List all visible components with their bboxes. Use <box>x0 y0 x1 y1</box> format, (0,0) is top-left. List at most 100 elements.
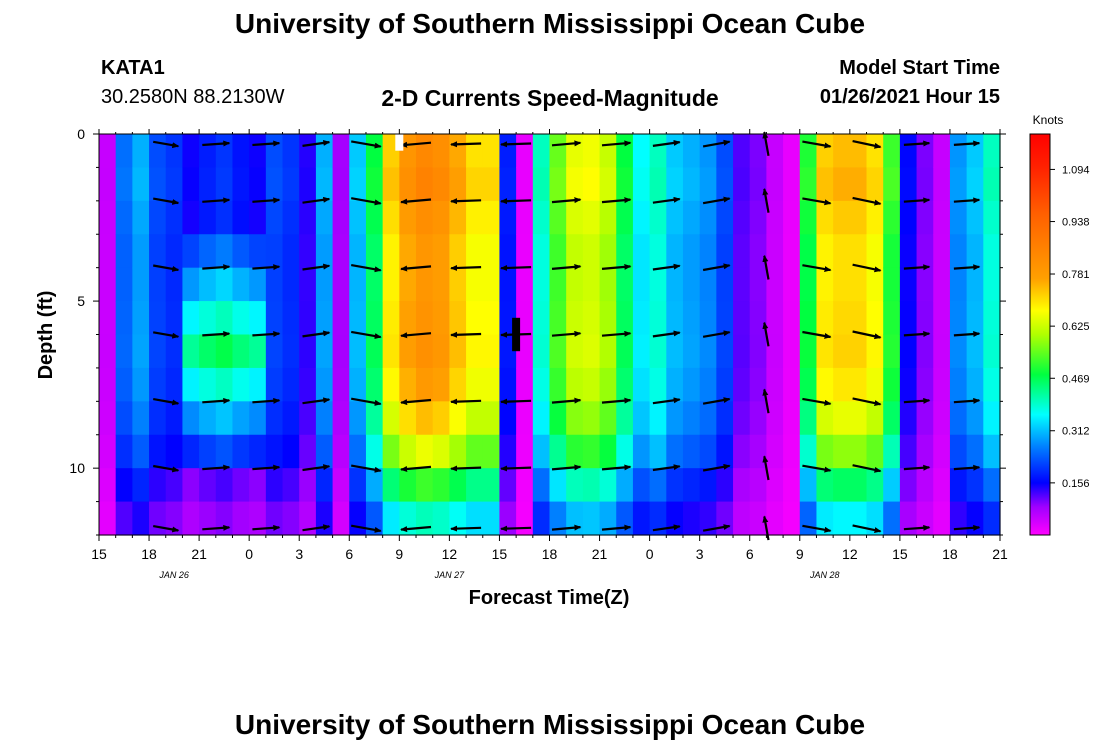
heatmap-cell <box>899 501 918 536</box>
heatmap-cell <box>432 334 450 369</box>
heatmap-cell <box>933 401 951 436</box>
heatmap-cell <box>182 334 200 369</box>
heatmap-cell <box>766 501 784 536</box>
heatmap-cell <box>916 134 934 169</box>
heatmap-cell <box>649 167 667 202</box>
heatmap-cell <box>883 401 901 436</box>
heatmap-cell <box>199 134 217 169</box>
heatmap-cell <box>599 167 617 202</box>
heatmap-cell <box>883 434 901 469</box>
heatmap-cell <box>165 367 184 402</box>
current-arrow <box>400 525 432 533</box>
heatmap-cell <box>599 267 617 302</box>
heatmap-cell <box>599 301 617 336</box>
heatmap-cell <box>165 434 184 469</box>
heatmap-cell <box>249 334 267 369</box>
heatmap-cell <box>99 468 117 503</box>
heatmap-cell <box>549 434 567 469</box>
heatmap-cell <box>215 234 234 269</box>
heatmap-cell <box>365 301 384 336</box>
heatmap-cell <box>365 468 384 503</box>
current-arrow <box>762 188 770 213</box>
heatmap-cell <box>866 134 884 169</box>
heatmap-cell <box>733 468 751 503</box>
heatmap-cell <box>466 200 484 235</box>
heatmap-cell <box>132 267 150 302</box>
current-arrow <box>551 197 582 204</box>
heatmap-cell <box>115 200 133 235</box>
heatmap-cell <box>182 134 200 169</box>
heatmap-cell <box>282 434 300 469</box>
current-arrow <box>953 264 981 271</box>
heatmap-cell <box>365 234 384 269</box>
heatmap-cell <box>132 234 150 269</box>
heatmap-cell <box>582 267 601 302</box>
heatmap-cell <box>499 434 517 469</box>
current-arrow <box>702 524 731 532</box>
colorbar-unit-label: Knots <box>1033 113 1064 127</box>
heatmap-cell <box>165 167 184 202</box>
heatmap-cell <box>899 434 918 469</box>
heatmap-cell <box>616 334 634 369</box>
heatmap-cell <box>99 401 117 436</box>
heatmap-cell <box>682 367 701 402</box>
heatmap-cell <box>582 401 601 436</box>
heatmap-cell <box>132 501 150 536</box>
heatmap-cell <box>282 200 300 235</box>
heatmap-cell <box>349 234 367 269</box>
heatmap-cell <box>666 367 684 402</box>
heatmap-cell <box>866 267 884 302</box>
heatmap-cell <box>916 167 934 202</box>
current-arrow <box>302 464 331 472</box>
heatmap-cell <box>399 434 417 469</box>
heatmap-cell <box>916 501 934 536</box>
heatmap-cell <box>916 200 934 235</box>
heatmap-cell <box>499 367 517 402</box>
heatmap-cell <box>466 167 484 202</box>
heatmap-cell <box>799 267 818 302</box>
heatmap-cell <box>666 301 684 336</box>
heatmap-cell <box>432 267 450 302</box>
heatmap-cell <box>632 167 651 202</box>
heatmap-cell <box>516 501 534 536</box>
heatmap-cell <box>766 301 784 336</box>
heatmap-cell <box>165 267 184 302</box>
heatmap-cell <box>332 234 350 269</box>
heatmap-cell <box>616 134 634 169</box>
current-arrow <box>601 397 632 404</box>
current-arrow <box>652 524 681 532</box>
current-vectors <box>153 131 981 541</box>
colorbar-tick-label: 0.469 <box>1062 373 1090 385</box>
heatmap-cell <box>716 200 734 235</box>
heatmap-cell <box>549 234 567 269</box>
heatmap-cell <box>299 501 317 536</box>
heatmap-cell <box>315 200 334 235</box>
heatmap-cell <box>315 334 334 369</box>
heatmap-cell <box>983 200 1001 235</box>
heatmap-cell <box>382 334 400 369</box>
current-arrow <box>153 398 180 406</box>
heatmap-cell <box>249 167 267 202</box>
heatmap-cell <box>933 234 951 269</box>
heatmap-cell <box>99 134 117 169</box>
heatmap-cell <box>282 468 300 503</box>
heatmap-cell <box>632 468 651 503</box>
heatmap-cell <box>566 367 584 402</box>
heatmap-cell <box>249 501 267 536</box>
heatmap-cell <box>883 334 901 369</box>
heatmap-cell <box>365 334 384 369</box>
current-arrow <box>903 464 931 471</box>
heatmap-cell <box>299 468 317 503</box>
heatmap-cell <box>632 267 651 302</box>
heatmap-cell <box>566 501 584 536</box>
x-tick-label: 0 <box>646 546 654 562</box>
heatmap-cell <box>949 334 968 369</box>
heatmap-cell <box>666 167 684 202</box>
heatmap-cell <box>983 367 1001 402</box>
heatmap-cell <box>949 234 968 269</box>
current-arrow <box>551 464 582 471</box>
heatmap-cell <box>199 334 217 369</box>
current-arrow <box>153 525 180 533</box>
heatmap-cell <box>749 134 768 169</box>
heatmap-cell <box>599 501 617 536</box>
